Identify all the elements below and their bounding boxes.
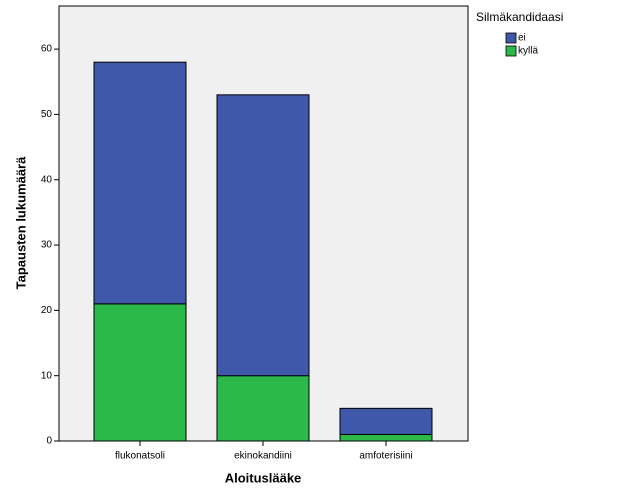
x-tick-label: ekinokandiini <box>234 451 292 462</box>
bar-segment <box>339 407 433 435</box>
y-axis-title: Tapausten lukumäärä <box>13 156 28 289</box>
x-tick-label: flukonatsoli <box>115 451 165 462</box>
x-tick-label: amfoterisiini <box>359 451 412 462</box>
legend-swatch <box>505 45 517 57</box>
y-tick-label: 20 <box>41 305 53 316</box>
bar-segment <box>216 375 310 442</box>
y-tick-label: 10 <box>41 370 53 381</box>
bar-segment <box>216 94 310 377</box>
bar-segment <box>93 303 187 442</box>
y-tick-label: 50 <box>41 109 53 120</box>
bar-segment <box>93 61 187 305</box>
legend-label: kyllä <box>518 46 538 57</box>
y-tick-label: 40 <box>41 174 53 185</box>
x-axis-title: Aloituslääke <box>225 470 302 485</box>
y-tick-label: 0 <box>46 436 52 447</box>
y-tick-label: 60 <box>41 44 53 55</box>
y-tick-label: 30 <box>41 240 53 251</box>
legend-swatch <box>505 32 517 44</box>
bar-segment <box>339 433 433 442</box>
legend-label: ei <box>518 33 526 44</box>
legend-title: Silmäkandidaasi <box>476 10 563 24</box>
